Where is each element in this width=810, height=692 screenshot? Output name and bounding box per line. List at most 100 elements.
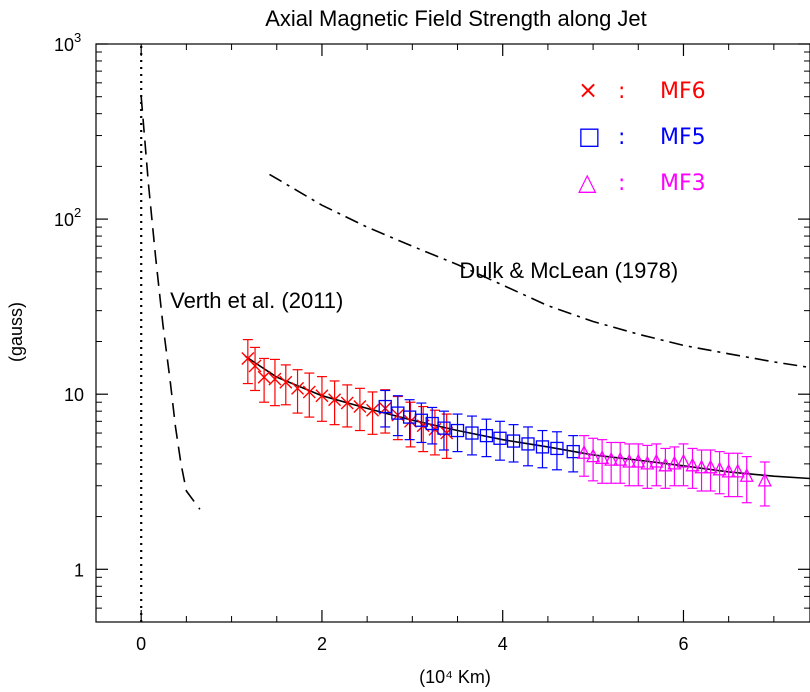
error-bar bbox=[732, 452, 743, 498]
plot-frame bbox=[95, 43, 810, 623]
legend-marker: △ bbox=[578, 168, 597, 196]
error-bar bbox=[367, 391, 378, 435]
error-bar bbox=[508, 424, 519, 463]
chart-title: Axial Magnetic Field Strength along Jet bbox=[265, 6, 647, 31]
y-tick-label: 10 bbox=[54, 210, 74, 230]
data-point bbox=[676, 453, 691, 468]
error-bar bbox=[292, 369, 303, 414]
data-point bbox=[631, 453, 646, 468]
annotations: Verth et al. (2011) Dulk & McLean (1978) bbox=[170, 258, 678, 313]
error-bar bbox=[615, 441, 626, 484]
legend-marker: × bbox=[578, 76, 598, 104]
data-point bbox=[535, 440, 550, 454]
data-point bbox=[248, 359, 262, 373]
error-bar bbox=[494, 420, 505, 461]
error-bar bbox=[416, 402, 427, 444]
error-bar bbox=[466, 415, 477, 456]
x-tick-label: 2 bbox=[317, 634, 327, 654]
y-tick-exponent: 2 bbox=[74, 205, 81, 220]
error-bar bbox=[242, 339, 253, 385]
reference-curves bbox=[140, 44, 810, 622]
data-point bbox=[586, 448, 601, 463]
error-bar bbox=[342, 384, 353, 428]
error-bar bbox=[568, 435, 579, 473]
error-bar bbox=[259, 357, 270, 403]
data-point bbox=[450, 423, 465, 438]
error-bar bbox=[404, 399, 415, 441]
legend-label: MF3 bbox=[660, 171, 706, 196]
error-bar bbox=[380, 389, 391, 428]
y-tick-label: 10 bbox=[54, 35, 74, 55]
data-point bbox=[694, 459, 709, 474]
data-point bbox=[279, 375, 293, 389]
error-bar bbox=[551, 431, 562, 471]
error-bar bbox=[304, 372, 315, 418]
data-point bbox=[521, 437, 535, 451]
error-bar bbox=[633, 443, 644, 487]
data-point bbox=[640, 455, 655, 470]
error-bar bbox=[759, 461, 770, 507]
error-bar bbox=[441, 413, 452, 459]
data-point bbox=[340, 396, 354, 410]
data-point bbox=[404, 414, 418, 428]
data-point bbox=[730, 463, 745, 478]
data-point bbox=[703, 459, 718, 474]
data-point bbox=[440, 426, 454, 440]
data-point bbox=[479, 428, 494, 443]
legend-entry-MF6: ×: MF6 bbox=[578, 76, 706, 104]
data-point bbox=[315, 389, 329, 403]
error-bar bbox=[669, 446, 680, 487]
data-series bbox=[241, 339, 772, 507]
error-bar bbox=[642, 444, 653, 489]
data-point bbox=[465, 426, 479, 440]
dashdot-curve bbox=[269, 173, 810, 369]
data-point bbox=[576, 444, 592, 459]
data-point bbox=[739, 467, 754, 482]
data-point bbox=[328, 393, 342, 407]
error-bar bbox=[696, 449, 707, 492]
error-bar bbox=[537, 429, 548, 469]
x-tick-label: 4 bbox=[498, 634, 508, 654]
x-axis-label: (10⁴ Km) bbox=[419, 667, 491, 687]
data-point bbox=[613, 451, 628, 466]
error-bar bbox=[588, 437, 599, 482]
data-point bbox=[550, 441, 564, 456]
data-point bbox=[649, 453, 664, 468]
error-bar bbox=[714, 451, 725, 495]
y-tick-label: 1 bbox=[74, 560, 84, 580]
error-bar bbox=[741, 456, 752, 504]
legend-entry-MF5: □: MF5 bbox=[578, 122, 706, 150]
error-bar bbox=[269, 358, 280, 407]
legend: ×: MF6 □: MF5 △: MF3 bbox=[578, 76, 706, 196]
data-point bbox=[712, 461, 727, 476]
data-point bbox=[378, 399, 392, 414]
error-bar bbox=[660, 447, 671, 489]
data-point bbox=[566, 444, 580, 459]
error-bar bbox=[579, 435, 590, 477]
series-MF5 bbox=[378, 389, 580, 473]
error-bar bbox=[316, 376, 327, 422]
legend-separator: : bbox=[618, 79, 625, 104]
error-bar bbox=[606, 441, 617, 484]
error-bar bbox=[438, 410, 449, 451]
error-bar bbox=[651, 443, 662, 487]
error-bar bbox=[354, 387, 365, 432]
data-point bbox=[268, 372, 282, 386]
error-bar bbox=[280, 364, 291, 406]
data-point bbox=[437, 421, 451, 435]
error-bar bbox=[678, 443, 689, 487]
solid-curve bbox=[244, 355, 810, 480]
annotation: Dulk & McLean (1978) bbox=[459, 258, 678, 283]
error-bar bbox=[452, 413, 463, 453]
error-bar bbox=[329, 380, 340, 426]
error-bar bbox=[597, 439, 608, 484]
annotation: Verth et al. (2011) bbox=[170, 288, 343, 313]
data-point bbox=[622, 453, 637, 468]
error-bar bbox=[481, 418, 492, 458]
error-bar bbox=[392, 395, 403, 437]
data-point bbox=[493, 431, 507, 445]
error-bar bbox=[523, 426, 534, 467]
data-point bbox=[595, 449, 610, 465]
